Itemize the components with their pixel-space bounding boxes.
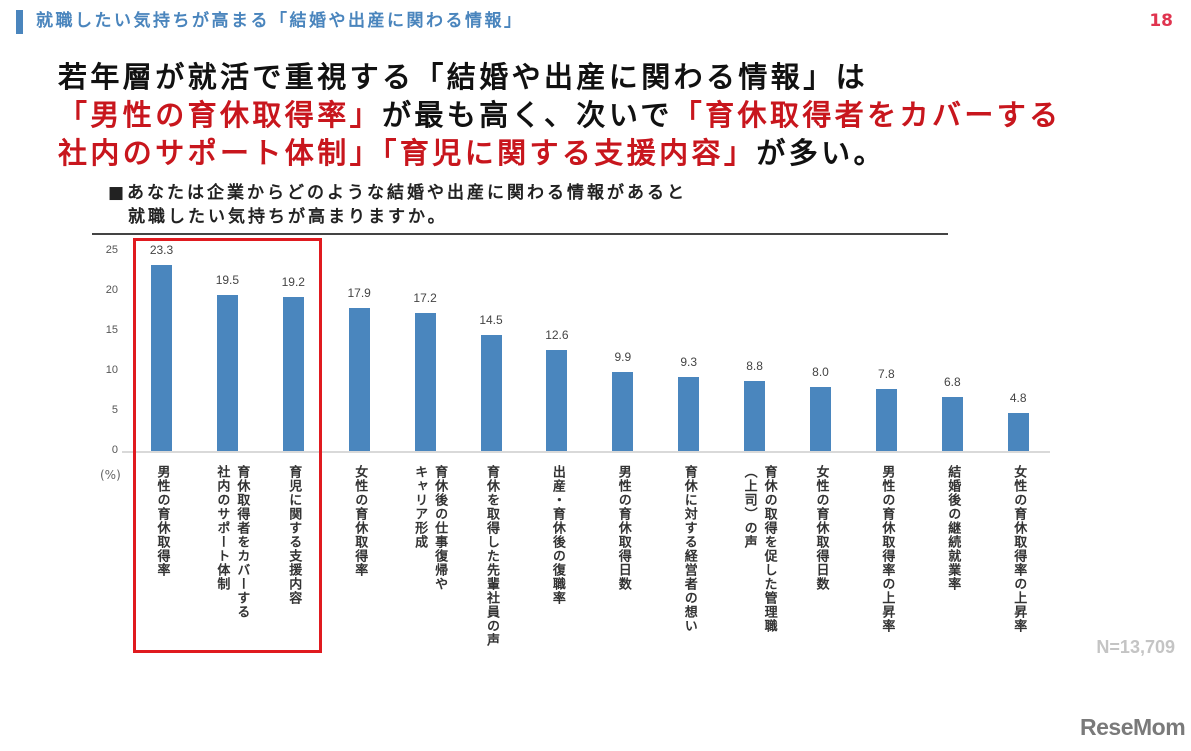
- bar-value-label: 8.0: [812, 365, 829, 379]
- page-number: 18: [1149, 11, 1173, 31]
- x-category-label: 育休の取得を促した管理職 ︵上司︶の声: [741, 465, 777, 633]
- resemom-logo: ReseMom: [1080, 714, 1186, 740]
- x-category-label: 育休に対する経営者の想い: [681, 465, 697, 633]
- question-line-2: 就職したい気持ちが高まりますか。: [128, 207, 448, 227]
- headline-line-2: 「男性の育休取得率」が最も高く、次いで「育休取得者をカバーする: [58, 96, 1062, 134]
- headline: 若年層が就活で重視する「結婚や出産に関わる情報」は 「男性の育休取得率」が最も高…: [58, 58, 1062, 172]
- bar: [1007, 412, 1029, 451]
- headline-highlight: 「男性の育休取得率」: [58, 98, 383, 132]
- y-axis-unit: (%): [100, 468, 121, 482]
- x-category-label: 男性の育休取得率: [154, 465, 170, 577]
- bar: [875, 388, 897, 451]
- survey-question: ■あなたは企業からどのような結婚や出産に関わる情報があると 就職したい気持ちが高…: [108, 181, 687, 229]
- bar-value-label: 17.2: [413, 291, 437, 306]
- x-category-label: 結婚後の継続就業率: [945, 465, 961, 591]
- headline-highlight: 「育休取得者をカバーする: [672, 98, 1062, 132]
- bar: [480, 335, 502, 451]
- bar: [941, 396, 963, 451]
- bar-value-label: 7.8: [878, 366, 895, 381]
- bar-value-label: 9.3: [680, 354, 698, 369]
- bar: [414, 313, 436, 451]
- bar-value-label: 8.8: [746, 358, 763, 373]
- y-tick-label: 10: [105, 364, 118, 376]
- bar: [744, 380, 766, 451]
- question-divider: [92, 233, 948, 235]
- y-tick-label: 25: [105, 244, 118, 256]
- header-title: 就職したい気持ちが高まる「結婚や出産に関わる情報」: [36, 11, 524, 31]
- headline-line-3: 社内のサポート体制」「育児に関する支援内容」が多い。: [58, 134, 1062, 172]
- bar-value-label: 12.6: [545, 328, 569, 343]
- bar-value-label: 14.5: [479, 313, 503, 327]
- bar: [612, 371, 634, 451]
- y-tick-label: 0: [111, 444, 118, 456]
- x-category-label: 女性の育休取得日数: [813, 465, 829, 591]
- x-category-label: 男性の育休取得率の上昇率: [879, 465, 895, 633]
- bar: [810, 387, 831, 451]
- x-category-label: 出産・育休後の復職率: [549, 465, 565, 605]
- headline-line-1: 若年層が就活で重視する「結婚や出産に関わる情報」は: [58, 58, 1062, 96]
- header-accent-bar: [16, 10, 23, 34]
- y-tick-label: 15: [105, 324, 118, 336]
- sample-size: N=13,709: [1096, 637, 1175, 657]
- bar-value-label: 17.9: [347, 285, 371, 300]
- y-tick-label: 20: [105, 284, 118, 296]
- y-tick-label: 5: [111, 404, 118, 416]
- bar: [216, 295, 238, 451]
- x-category-label: 女性の育休取得率の上昇率: [1011, 465, 1027, 633]
- bar-value-label: 19.5: [215, 273, 240, 287]
- headline-highlight: 社内のサポート体制」「育児に関する支援内容」: [58, 136, 757, 170]
- bar: [151, 264, 172, 451]
- x-category-label: 育児に関する支援内容: [286, 465, 302, 605]
- bar-value-label: 23.3: [149, 242, 174, 257]
- bar: [546, 350, 568, 451]
- headline-text: が最も高く、次いで: [382, 98, 673, 132]
- bar-value-label: 4.8: [1009, 390, 1027, 405]
- bar-value-label: 19.2: [281, 275, 305, 290]
- highlight-box: [133, 238, 322, 653]
- bar-value-label: 9.9: [614, 349, 632, 364]
- x-category-label: 育休後の仕事復帰や キャリア形成: [412, 465, 448, 591]
- x-category-label: 男性の育休取得日数: [615, 465, 631, 591]
- x-axis-line: [122, 451, 1050, 453]
- bar-value-label: 6.8: [943, 374, 961, 389]
- x-category-label: 育休取得者をカバーする 社内のサポート体制: [214, 465, 250, 619]
- x-category-label: 女性の育休取得率: [352, 465, 368, 577]
- bar: [282, 297, 304, 451]
- headline-text: 若年層が就活で重視する「結婚や出産に関わる情報」は: [58, 60, 869, 94]
- bar: [678, 376, 700, 451]
- bar: [348, 307, 370, 451]
- question-line-1: ■あなたは企業からどのような結婚や出産に関わる情報があると: [108, 183, 688, 203]
- headline-text: が多い。: [756, 136, 886, 170]
- x-category-label: 育休を取得した先輩社員の声: [484, 465, 499, 647]
